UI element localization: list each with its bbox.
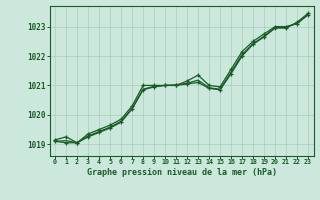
X-axis label: Graphe pression niveau de la mer (hPa): Graphe pression niveau de la mer (hPa) — [87, 168, 276, 177]
